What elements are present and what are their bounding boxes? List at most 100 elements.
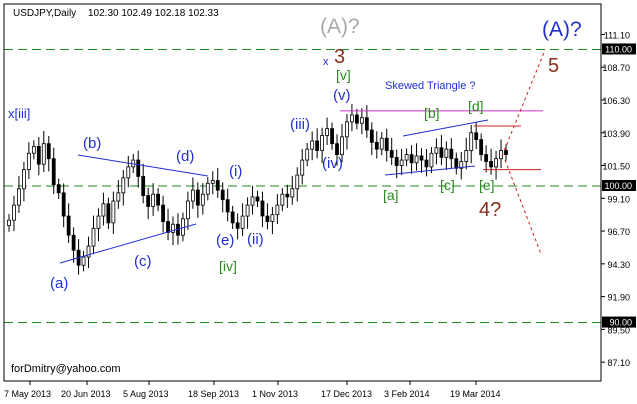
trendlines	[59, 49, 546, 264]
candle-body	[235, 222, 240, 229]
candle-body	[315, 140, 320, 151]
wave-label: Skewed Triangle ?	[385, 80, 476, 92]
date-tick-label: 5 Aug 2013	[123, 389, 169, 399]
candle-body	[399, 159, 404, 166]
candle-body	[17, 188, 21, 206]
candle-body	[22, 169, 26, 190]
price-tick-label: 103.90	[602, 129, 630, 139]
candle-body	[26, 152, 31, 171]
candle-body	[200, 193, 205, 206]
candle-body	[101, 203, 106, 217]
candle-body	[354, 114, 359, 124]
candle-body	[195, 189, 200, 206]
wave-label: 4?	[479, 199, 501, 221]
candle-body	[484, 154, 489, 162]
candle-body	[295, 174, 300, 190]
wave-label: (e)	[216, 232, 234, 249]
wave-label: [c]	[440, 177, 455, 193]
candle-body	[364, 117, 369, 131]
candle-body	[171, 223, 175, 233]
candle-body	[146, 195, 151, 207]
candle-body	[116, 192, 121, 202]
triangle-upper-line	[77, 154, 209, 177]
candle-body	[394, 156, 399, 166]
skewed-upper-line	[402, 119, 489, 137]
candle-body	[479, 139, 484, 156]
candle-body	[494, 158, 498, 168]
candle-body	[305, 148, 310, 161]
candle-body	[300, 159, 305, 176]
date-tick-label: 19 Mar 2014	[450, 389, 501, 399]
date-tick-label: 18 Sep 2013	[188, 389, 239, 399]
candle-body	[280, 193, 285, 206]
candle-body	[96, 215, 101, 229]
price-tick-label: 101.50	[602, 162, 630, 172]
wave-label: [iv]	[219, 258, 237, 274]
candle-body	[325, 128, 329, 136]
candle-body	[335, 143, 339, 156]
candle-body	[141, 176, 146, 196]
plot-frame	[3, 3, 602, 382]
candle-body	[41, 143, 46, 165]
chart-header-symbol: USDJPY,Daily	[13, 8, 76, 19]
candle-body	[71, 234, 76, 251]
candle-body	[51, 158, 56, 186]
candle-body	[86, 245, 91, 258]
candle-body	[230, 211, 235, 224]
candle-body	[31, 146, 36, 154]
watermark-email: forDmitry@yahoo.com	[11, 363, 121, 375]
candle-body	[350, 114, 354, 123]
wave-label: (i)	[229, 163, 242, 180]
candle-body	[225, 199, 230, 213]
level-label-box	[602, 316, 636, 328]
candle-body	[340, 136, 344, 156]
level-label: 100.00	[604, 181, 632, 191]
candle-body	[404, 154, 409, 161]
wave-label: (ii)	[247, 231, 264, 248]
candle-body	[474, 132, 479, 140]
candle-body	[434, 147, 439, 154]
candle-body	[121, 177, 126, 194]
wave-label: (v)	[333, 87, 351, 104]
candle-body	[7, 219, 11, 227]
projection-up-line	[501, 49, 546, 157]
candle-body	[260, 200, 265, 217]
candle-body	[449, 148, 454, 160]
wave-label: (iv)	[322, 155, 343, 172]
candles	[7, 103, 508, 275]
wave-label: (d)	[176, 148, 194, 165]
date-tick-label: 1 Nov 2013	[252, 389, 298, 399]
candle-body	[345, 121, 349, 138]
price-tick-label: 87.10	[607, 358, 630, 368]
date-tick-label: 20 Jun 2013	[61, 389, 111, 399]
level-label-box	[602, 43, 636, 55]
candle-body	[255, 196, 260, 202]
price-tick-label: 106.30	[602, 96, 630, 106]
candle-body	[459, 161, 464, 169]
price-axis: 111.10 108.70 106.30 103.90 101.50 99.10 96.70…	[601, 30, 630, 368]
wave-label: 3	[334, 46, 345, 68]
candle-body	[36, 146, 41, 165]
price-tick-label: 96.70	[607, 227, 630, 237]
candle-body	[190, 189, 195, 202]
candle-body	[464, 150, 469, 162]
wave-labels: x[iii] (a) (b) (c) (d) (e) [iv] (i) (ii) (iii) (iv…	[8, 15, 582, 292]
horizontal-levels: 110.00 100.00 90.00	[4, 43, 636, 328]
wave-label: [d]	[468, 98, 484, 114]
wave-label: [v]	[336, 67, 351, 83]
wave-label: [b]	[424, 105, 440, 121]
candle-body	[285, 193, 290, 198]
candle-body	[61, 192, 66, 217]
wave-label: (a)	[50, 275, 68, 292]
date-tick-label: 7 May 2013	[4, 389, 51, 399]
triangle-lower-line	[59, 223, 197, 264]
candle-body	[359, 117, 364, 124]
candle-body	[245, 204, 250, 217]
candle-body	[419, 155, 424, 161]
skewed-lower-line	[384, 165, 476, 176]
wave-label: (A)?	[542, 18, 582, 41]
level-label: 110.00	[605, 44, 632, 54]
candle-body	[310, 140, 315, 150]
candle-body	[91, 227, 96, 247]
